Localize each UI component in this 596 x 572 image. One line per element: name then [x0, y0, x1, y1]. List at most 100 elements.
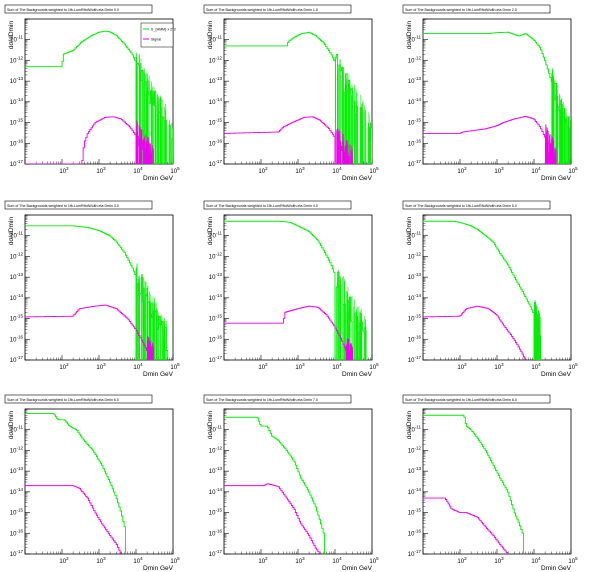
y-tick-label: 10-17 — [408, 159, 422, 168]
title-box — [203, 200, 352, 210]
series-line-background — [423, 220, 542, 360]
y-tick-label: 10-13 — [408, 466, 422, 475]
y-tick-label: 10-14 — [209, 97, 223, 106]
x-tick-label: 103 — [494, 362, 504, 371]
y-tick-label: 10-13 — [10, 466, 24, 475]
y-tick-label: 10-11 — [10, 35, 23, 44]
series-line-signal — [423, 497, 509, 554]
x-tick-label: 104 — [332, 362, 342, 371]
x-axis-label: Dmin GeV — [143, 371, 174, 378]
y-axis-label: dσ/dDmin — [207, 411, 214, 440]
y-tick-label: 10-14 — [408, 97, 422, 106]
y-tick-label: 10-15 — [10, 508, 24, 517]
y-tick-label: 10-12 — [209, 55, 223, 64]
y-tick-label: 10-17 — [408, 355, 422, 364]
y-tick-label: 10-14 — [209, 293, 223, 302]
x-tick-label: 104 — [332, 166, 342, 175]
y-tick-label: 10-15 — [408, 314, 422, 323]
y-tick-label: 10-13 — [209, 76, 223, 85]
y-tick-label: 10-17 — [209, 355, 223, 364]
title-box — [203, 394, 352, 404]
y-tick-label: 10-12 — [209, 251, 223, 260]
y-tick-label: 10-15 — [408, 118, 422, 127]
series-line-signal — [25, 304, 151, 360]
y-tick-label: 10-11 — [10, 231, 23, 240]
x-tick-label: 104 — [133, 362, 143, 371]
series-line-background — [423, 414, 524, 554]
y-tick-label: 10-12 — [408, 55, 422, 64]
series-line-background — [423, 31, 569, 164]
plot-frame — [24, 214, 174, 361]
x-tick-label: 104 — [332, 556, 342, 565]
y-tick-label: 10-13 — [408, 76, 422, 85]
y-axis-label: dσ/dDmin — [406, 217, 413, 246]
legend: S_{HMM} x 2*3 Signal — [140, 22, 176, 48]
series-line-background — [224, 416, 325, 554]
chart-panel: Sum of The Backgrounds weighted to 1fb-L… — [402, 200, 578, 378]
y-tick-label: 10-11 — [10, 425, 23, 434]
series-group — [224, 416, 325, 554]
series-group — [423, 31, 571, 164]
chart-title: Sum of The Backgrounds weighted to 1fb-L… — [7, 204, 119, 208]
y-tick-label: 10-14 — [10, 97, 24, 106]
y-tick-label: 10-12 — [408, 445, 422, 454]
y-tick-label: 10-13 — [209, 466, 223, 475]
y-tick-label: 10-16 — [209, 138, 223, 147]
y-axis-label: dσ/dDmin — [8, 21, 15, 50]
x-tick-label: 102 — [457, 166, 467, 175]
x-tick-label: 104 — [133, 556, 143, 565]
y-tick-label: 10-13 — [10, 272, 24, 281]
y-tick-label: 10-14 — [209, 487, 223, 496]
y-tick-label: 10-15 — [10, 314, 24, 323]
chart-title: Sum of The Backgrounds weighted to 1fb-L… — [405, 8, 517, 12]
y-tick-label: 10-12 — [408, 251, 422, 260]
title-box — [402, 200, 551, 210]
plot-frame — [422, 214, 572, 361]
y-tick-label: 10-11 — [408, 231, 421, 240]
title-box — [4, 200, 153, 210]
x-axis-label: Dmin GeV — [342, 565, 373, 572]
y-tick-label: 10-15 — [10, 118, 24, 127]
series-line-signal — [224, 305, 353, 360]
x-axis-label: Dmin GeV — [342, 371, 373, 378]
chart-title: Sum of The Backgrounds weighted to 1fb-L… — [7, 398, 119, 402]
chart-title: Sum of The Backgrounds weighted to 1fb-L… — [206, 398, 318, 402]
y-tick-label: 10-13 — [209, 272, 223, 281]
chart-title: Sum of The Backgrounds weighted to 1fb-L… — [7, 8, 119, 12]
y-tick-label: 10-13 — [10, 76, 24, 85]
y-tick-label: 10-17 — [10, 159, 24, 168]
y-tick-label: 10-14 — [10, 487, 24, 496]
y-axis-label: dσ/dDmin — [406, 21, 413, 50]
series-group — [224, 220, 367, 360]
series-line-background — [25, 413, 126, 554]
x-tick-label: 103 — [96, 556, 106, 565]
x-tick-label: 102 — [59, 166, 69, 175]
series-group — [423, 414, 524, 554]
y-tick-label: 10-11 — [209, 425, 222, 434]
x-tick-label: 105 — [369, 166, 379, 175]
y-tick-label: 10-17 — [408, 549, 422, 558]
chart-panel: Sum of The Backgrounds weighted to 1fb-L… — [203, 4, 379, 182]
series-line-signal — [423, 115, 556, 164]
chart-title: Sum of The Backgrounds weighted to 1fb-L… — [206, 204, 318, 208]
y-axis-label: dσ/dDmin — [207, 217, 214, 246]
y-tick-label: 10-11 — [209, 231, 222, 240]
x-tick-label: 104 — [133, 166, 143, 175]
y-axis-label: dσ/dDmin — [406, 411, 413, 440]
series-group — [25, 30, 173, 164]
y-tick-label: 10-11 — [408, 35, 421, 44]
chart-panel: Sum of The Backgrounds weighted to 1fb-L… — [203, 394, 379, 572]
x-tick-label: 103 — [295, 362, 305, 371]
title-box — [4, 394, 153, 404]
chart-title: Sum of The Backgrounds weighted to 1fb-L… — [206, 8, 318, 12]
y-tick-label: 10-11 — [408, 425, 421, 434]
y-axis-label: dσ/dDmin — [207, 21, 214, 50]
x-tick-label: 103 — [494, 166, 504, 175]
y-tick-label: 10-12 — [209, 445, 223, 454]
y-tick-label: 10-13 — [408, 272, 422, 281]
x-axis-label: Dmin GeV — [342, 175, 373, 182]
series-line-signal — [25, 116, 153, 164]
x-tick-label: 102 — [59, 556, 69, 565]
chart-title: Sum of The Backgrounds weighted to 1fb-L… — [405, 204, 517, 208]
legend-label: Signal — [151, 38, 161, 42]
